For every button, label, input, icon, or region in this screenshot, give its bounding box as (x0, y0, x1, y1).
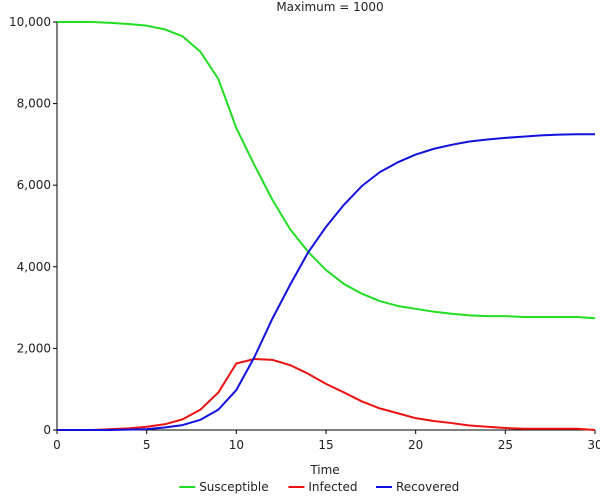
legend: Susceptible Infected Recovered (179, 480, 459, 494)
y-tick-label: 10,000 (9, 15, 51, 29)
x-tick-label: 25 (498, 438, 513, 452)
series-line-infected (57, 358, 596, 431)
series-line-susceptible (57, 21, 596, 320)
y-tick-label: 0 (43, 423, 51, 437)
series-lines (57, 21, 596, 431)
legend-label-infected: Infected (308, 480, 357, 494)
x-axis-title: Time (309, 463, 339, 477)
chart-title: Maximum = 1000 (276, 0, 383, 14)
x-tick-label: 20 (408, 438, 423, 452)
x-tick-label: 15 (318, 438, 333, 452)
x-axis-ticks: 0 5 10 15 20 25 30 (53, 430, 600, 452)
y-tick-label: 2,000 (17, 341, 51, 355)
x-tick-label: 5 (143, 438, 151, 452)
y-tick-label: 4,000 (17, 260, 51, 274)
series-line-recovered (57, 133, 595, 431)
x-tick-label: 10 (229, 438, 244, 452)
legend-label-recovered: Recovered (396, 480, 459, 494)
y-tick-label: 6,000 (17, 178, 51, 192)
y-tick-label: 8,000 (17, 97, 51, 111)
x-tick-label: 30 (587, 438, 600, 452)
legend-label-susceptible: Susceptible (199, 480, 268, 494)
x-tick-label: 0 (53, 438, 61, 452)
y-axis-ticks: 0 2,000 4,000 6,000 8,000 10,000 (9, 15, 57, 437)
